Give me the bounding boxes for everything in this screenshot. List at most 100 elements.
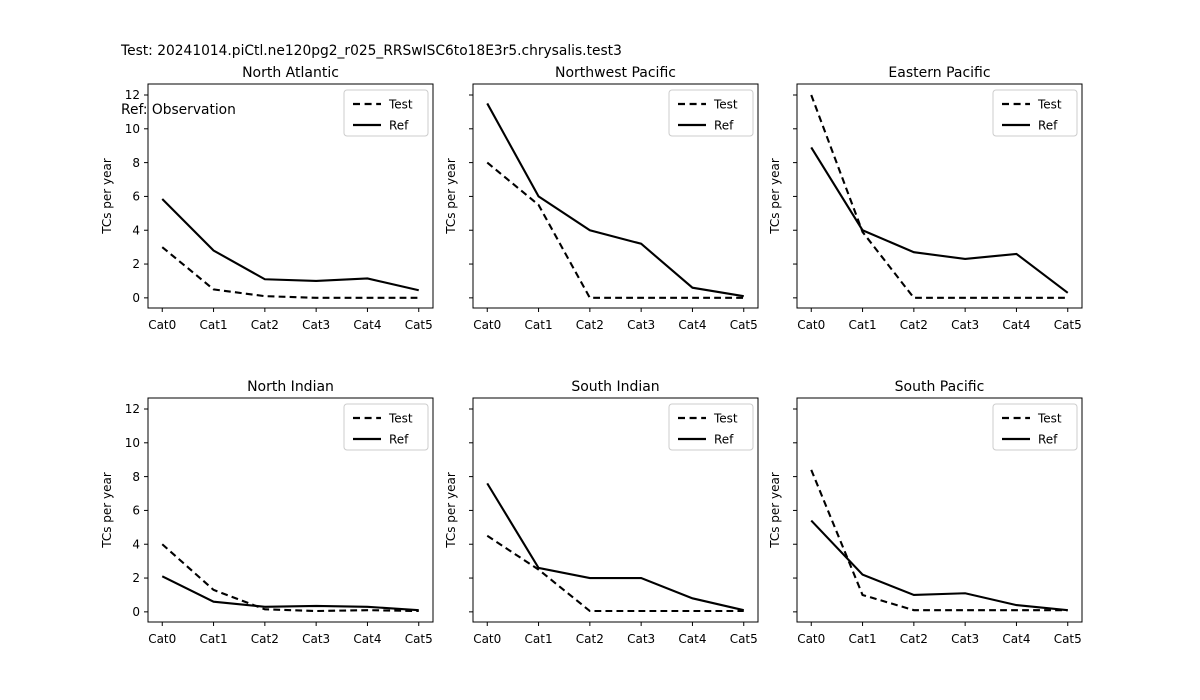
x-tick-label: Cat2 [900, 632, 928, 646]
x-tick-label: Cat3 [627, 632, 655, 646]
panel-title: Northwest Pacific [555, 65, 676, 81]
series-line-test [486, 161, 744, 299]
x-tick-label: Cat1 [200, 632, 228, 646]
y-tick-label: 8 [132, 470, 140, 484]
x-tick-label: Cat4 [678, 632, 706, 646]
x-tick-label: Cat5 [730, 632, 758, 646]
legend-test-label: Test [713, 411, 738, 425]
panel-south-indian: South Indian Cat0 Cat1 Cat2 Cat3 Cat4 Cat5 TCs … [444, 379, 759, 646]
legend: Test Ref [992, 89, 1078, 137]
x-tick-label: Cat2 [576, 318, 604, 332]
legend-test-label: Test [1037, 411, 1062, 425]
series-line-test [810, 469, 1068, 612]
x-tick-label: Cat1 [525, 632, 553, 646]
legend-test-label: Test [388, 97, 413, 111]
y-axis-label: TCs per year [768, 472, 782, 549]
legend-box [343, 403, 429, 451]
legend-box [992, 403, 1078, 451]
legend: Test Ref [343, 403, 429, 451]
y-tick-label: 12 [125, 402, 140, 416]
y-tick-label: 0 [132, 605, 140, 619]
legend-ref-label: Ref [714, 432, 734, 446]
y-tick-label: 10 [125, 122, 140, 136]
x-tick-label: Cat5 [1054, 632, 1082, 646]
x-tick-label: Cat2 [251, 632, 279, 646]
x-tick-label: Cat5 [405, 318, 433, 332]
x-tick-label: Cat1 [849, 318, 877, 332]
y-tick-label: 2 [132, 571, 140, 585]
x-tick-label: Cat0 [473, 318, 501, 332]
x-tick-label: Cat5 [730, 318, 758, 332]
legend-ref-label: Ref [1038, 118, 1058, 132]
legend: Test Ref [992, 403, 1078, 451]
y-tick-label: 6 [132, 190, 140, 204]
y-tick-label: 0 [132, 291, 140, 305]
series-line-test [161, 543, 419, 613]
x-tick-label: Cat5 [1054, 318, 1082, 332]
suptitle-ref-line: Ref: Observation [121, 101, 236, 118]
y-tick-label: 8 [132, 156, 140, 170]
x-tick-label: Cat0 [148, 632, 176, 646]
panel-title: Eastern Pacific [888, 65, 990, 81]
suptitle: Test: 20241014.piCtl.ne120pg2_r025_RRSwI… [121, 3, 622, 159]
x-tick-label: Cat3 [951, 318, 979, 332]
legend-ref-label: Ref [714, 118, 734, 132]
x-tick-label: Cat4 [678, 318, 706, 332]
x-tick-label: Cat0 [148, 318, 176, 332]
legend: Test Ref [343, 89, 429, 137]
panel-title: South Pacific [895, 379, 985, 395]
legend-test-label: Test [388, 411, 413, 425]
series-line-ref [486, 102, 744, 298]
panel-title: North Atlantic [242, 65, 339, 81]
x-tick-label: Cat2 [900, 318, 928, 332]
x-tick-label: Cat5 [405, 632, 433, 646]
series-line-test [810, 94, 1068, 299]
series-line-ref [161, 575, 419, 612]
y-tick-label: 6 [132, 504, 140, 518]
x-tick-label: Cat3 [302, 318, 330, 332]
series-line-ref [161, 198, 419, 292]
x-tick-label: Cat0 [797, 632, 825, 646]
legend-box [343, 89, 429, 137]
legend-box [668, 89, 754, 137]
series-line-ref [810, 146, 1069, 294]
y-tick-label: 4 [132, 537, 140, 551]
x-tick-label: Cat3 [627, 318, 655, 332]
y-axis-label: TCs per year [768, 158, 782, 235]
legend-box [668, 403, 754, 451]
legend-test-label: Test [1037, 97, 1062, 111]
panel-title: North Indian [247, 379, 334, 395]
legend: Test Ref [668, 403, 754, 451]
legend: Test Ref [668, 89, 754, 137]
series-line-ref [486, 482, 744, 612]
legend-box [992, 89, 1078, 137]
series-line-ref [810, 519, 1068, 612]
y-axis-label: TCs per year [444, 472, 458, 549]
legend-ref-label: Ref [1038, 432, 1058, 446]
y-axis-label: TCs per year [100, 472, 114, 549]
x-tick-label: Cat2 [251, 318, 279, 332]
legend-ref-label: Ref [389, 118, 409, 132]
x-tick-label: Cat0 [473, 632, 501, 646]
x-tick-label: Cat3 [302, 632, 330, 646]
y-tick-label: 12 [125, 88, 140, 102]
legend-test-label: Test [713, 97, 738, 111]
x-tick-label: Cat4 [353, 318, 381, 332]
panel-northwest-pacific: Northwest Pacific Cat0 Cat1 Cat2 Cat3 Cat4 Cat… [444, 65, 759, 332]
panel-title: South Indian [571, 379, 659, 395]
y-tick-label: 10 [125, 436, 140, 450]
panel-eastern-pacific: Eastern Pacific Cat0 Cat1 Cat2 Cat3 Cat4 Cat5 T… [768, 65, 1083, 332]
x-tick-label: Cat4 [1002, 318, 1030, 332]
x-tick-label: Cat1 [849, 632, 877, 646]
x-tick-label: Cat4 [353, 632, 381, 646]
y-axis-label: TCs per year [100, 158, 114, 235]
x-tick-label: Cat1 [200, 318, 228, 332]
x-tick-label: Cat1 [525, 318, 553, 332]
x-tick-label: Cat2 [576, 632, 604, 646]
x-tick-label: Cat0 [797, 318, 825, 332]
legend-ref-label: Ref [389, 432, 409, 446]
suptitle-test-line: Test: 20241014.piCtl.ne120pg2_r025_RRSwI… [121, 43, 622, 59]
series-line-test [161, 246, 419, 299]
x-tick-label: Cat3 [951, 632, 979, 646]
